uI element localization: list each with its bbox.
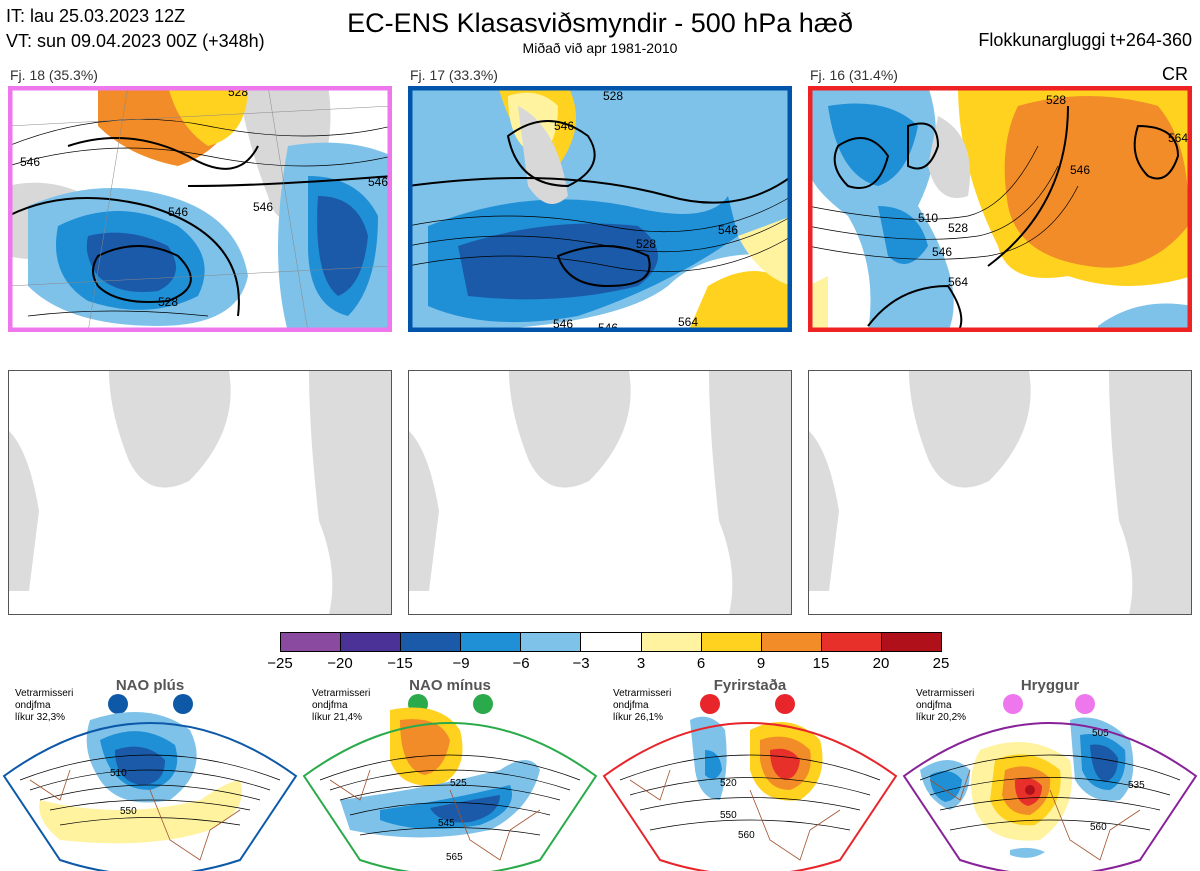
contour-label: 528 <box>948 221 968 235</box>
regime-4-dot <box>1003 694 1023 714</box>
cluster-3-map: 510 528 546 564 528 546 564 <box>808 86 1192 332</box>
contour-label: 564 <box>678 315 698 329</box>
cr-label: CR <box>1162 64 1188 84</box>
colorbar-tick: −20 <box>327 655 353 672</box>
colorbar-tick: 20 <box>872 655 890 672</box>
contour-label: 546 <box>554 119 574 133</box>
contour-label: 528 <box>158 295 178 309</box>
colorbar-tick: 6 <box>696 655 706 672</box>
regime-1-name: NAO plús <box>115 677 185 694</box>
valid-time: VT: sun 09.04.2023 00Z (+348h) <box>6 31 265 51</box>
regime-2-dot <box>473 694 493 714</box>
regime-4-name: Hryggur <box>1020 677 1080 694</box>
regime-4-dot <box>1075 694 1095 714</box>
init-time: IT: lau 25.03.2023 12Z <box>6 6 186 26</box>
empty-map-1 <box>8 370 392 615</box>
colorbar-tick: −15 <box>387 655 413 672</box>
contour-label: 546 <box>368 175 388 189</box>
regime-4-border <box>902 722 1198 871</box>
contour-label: 520 <box>720 778 737 789</box>
colorbar-swatch <box>701 633 762 651</box>
contour-label: 525 <box>450 778 467 789</box>
regime-1-dot <box>173 694 193 714</box>
colorbar-swatch <box>401 633 462 651</box>
regime-4-info: Vetrarmisseri ondjfma líkur 20,2% <box>916 688 975 723</box>
colorbar-tick: 3 <box>636 655 646 672</box>
contour-label: 535 <box>1128 780 1145 791</box>
contour-label: 565 <box>446 852 463 863</box>
regime-2-border <box>302 722 598 871</box>
colorbar-tick: 15 <box>812 655 830 672</box>
colorbar-swatch <box>881 633 942 651</box>
empty-map-2 <box>408 370 792 615</box>
cluster-3-label: Fj. 16 (31.4%) <box>810 67 898 83</box>
contour-label: 546 <box>253 200 273 214</box>
contour-label: 560 <box>1090 822 1107 833</box>
colorbar-tick: −6 <box>512 655 530 672</box>
colorbar-swatch <box>281 633 342 651</box>
regime-1-info: Vetrarmisseri ondjfma líkur 32,3% <box>15 688 74 723</box>
colorbar-tick: 9 <box>756 655 766 672</box>
contour-label: 560 <box>738 830 755 841</box>
contour-label: 550 <box>120 806 137 817</box>
colorbar-swatch <box>341 633 402 651</box>
colorbar-swatch <box>521 633 582 651</box>
contour-label: 564 <box>948 275 968 289</box>
page-subtitle: Miðað við apr 1981-2010 <box>522 40 678 56</box>
colorbar-tick: −25 <box>267 655 293 672</box>
contour-label: 546 <box>168 205 188 219</box>
contour-label: 505 <box>1092 728 1109 739</box>
contour-label: 510 <box>918 211 938 225</box>
colorbar-tick: 25 <box>932 655 950 672</box>
colorbar-swatch <box>821 633 882 651</box>
contour-label: 550 <box>720 810 737 821</box>
regime-1-dot <box>108 694 128 714</box>
regime-3-name: Fyrirstaða <box>713 677 787 694</box>
empty-map-3 <box>808 370 1192 615</box>
colorbar-swatch <box>461 633 522 651</box>
contour-label: 528 <box>603 89 623 103</box>
regimes-row: Vetrarmisseri ondjfma líkur 32,3% NAO pl… <box>0 676 1200 871</box>
init-time-block: IT: lau 25.03.2023 12Z VT: sun 09.04.202… <box>6 4 265 54</box>
cluster-3-border <box>808 86 1192 332</box>
contour-label: 546 <box>20 155 40 169</box>
cluster-1-border <box>8 86 392 332</box>
colorbar-swatch <box>761 633 822 651</box>
regime-2-info: Vetrarmisseri ondjfma líkur 21,4% <box>312 688 371 723</box>
colorbar <box>280 632 942 652</box>
contour-label: 546 <box>1070 163 1090 177</box>
cluster-2-border <box>408 86 792 332</box>
classification-window: Flokkunargluggi t+264-360 <box>978 30 1192 50</box>
page-title: EC-ENS Klasasviðsmyndir - 500 hPa hæð <box>347 8 853 38</box>
contour-label: 546 <box>932 245 952 259</box>
colorbar-tick: −9 <box>452 655 470 672</box>
regime-1-border <box>2 722 298 871</box>
regime-3-dot <box>700 694 720 714</box>
regime-3-dot <box>775 694 795 714</box>
cluster-2-map: 546 528 546 546 546 564 528 <box>408 86 792 332</box>
colorbar-tick: −3 <box>572 655 590 672</box>
regime-3-border <box>602 722 898 871</box>
contour-label: 546 <box>598 321 618 332</box>
cluster-2-label: Fj. 17 (33.3%) <box>410 67 498 83</box>
cluster-1-label: Fj. 18 (35.3%) <box>10 67 98 83</box>
regime-3-info: Vetrarmisseri ondjfma líkur 26,1% <box>613 688 672 723</box>
cluster-1-map: 546 546 528 528 546 546 <box>8 86 392 332</box>
contour-label: 545 <box>438 818 455 829</box>
regime-2-name: NAO mínus <box>409 677 491 694</box>
contour-label: 510 <box>110 768 127 779</box>
contour-label: 528 <box>1046 93 1066 107</box>
colorbar-swatch <box>581 633 642 651</box>
contour-label: 546 <box>718 223 738 237</box>
contour-label: 564 <box>1168 131 1188 145</box>
contour-label: 528 <box>636 237 656 251</box>
colorbar-swatch <box>641 633 702 651</box>
